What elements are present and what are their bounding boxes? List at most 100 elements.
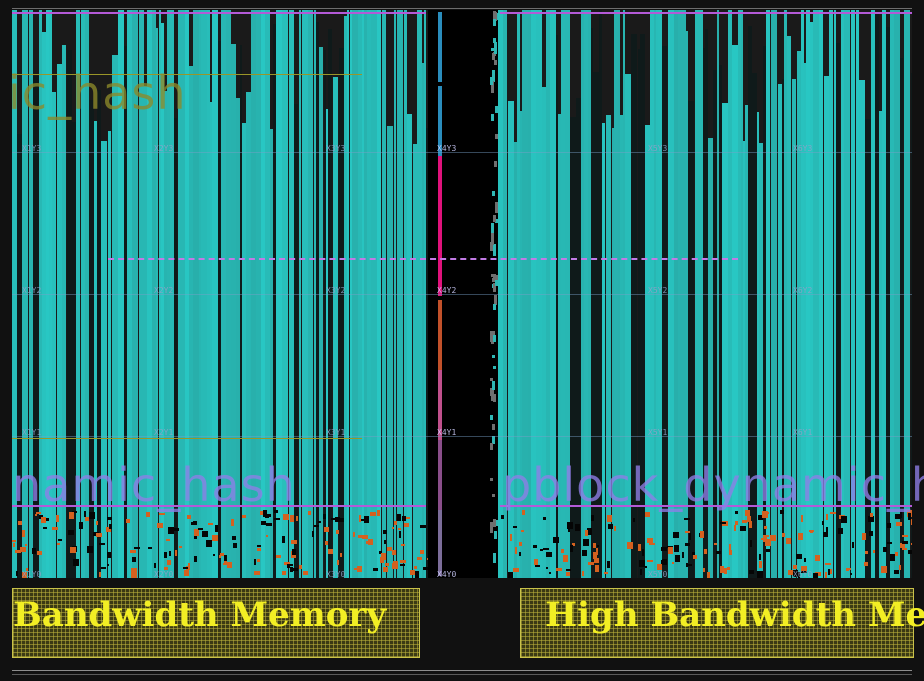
center-column-segment [438,510,442,576]
fabric-cell [735,521,738,525]
center-column-cell [490,242,493,251]
clock-region-label: X3Y1 [326,428,346,437]
fabric-cell [186,566,188,572]
fabric-column [588,10,591,578]
hbm-block-right[interactable]: High Bandwidth Me [520,588,924,658]
fabric-cell [107,564,109,566]
fabric-column [618,10,620,578]
fabric-column [127,10,132,578]
fabric-cell [380,557,384,563]
fabric-cell [194,536,197,539]
fabric-column [207,10,210,578]
fabric-cell [515,547,517,554]
fabric-column [12,10,17,578]
pblock-top-outline-right [500,12,912,14]
fabric-cell [282,536,285,543]
fabric-cell [35,514,37,516]
fabric-left-region[interactable] [12,10,428,578]
center-column-cell [495,520,498,526]
center-column-cell [493,52,496,56]
fabric-column [591,28,593,578]
fabric-cell [513,568,519,572]
fabric-cell [607,515,612,522]
fabric-cell [13,543,15,547]
fabric-cell [260,511,263,515]
fabric-column [139,10,144,578]
fabric-cell [759,561,762,568]
fabric-cell [32,548,36,554]
fabric-column [806,10,810,578]
fabric-cell [358,535,363,538]
fabric-column [498,10,503,578]
fabric-cell [692,552,695,555]
fabric-column [514,142,517,578]
fabric-column [62,45,66,578]
fabric-cell [132,557,136,562]
clock-region-label: X3Y2 [326,286,346,295]
fabric-column [316,21,319,578]
fabric-cell [823,532,828,537]
pblock-label-top-left: ic_hash [8,66,187,120]
fabric-cell [825,572,827,578]
fabric-cell [720,566,724,573]
fabric-cell [336,530,339,534]
fabric-cell [608,524,613,529]
center-column-cell [495,134,498,139]
fabric-column [294,103,298,578]
fabric-cell [575,524,580,531]
fabric-column [778,84,782,578]
fabric-cell [72,511,77,513]
fabric-cell [591,515,594,521]
fabric-cell [685,531,690,533]
fabric-cell [890,554,895,561]
fabric-center-column[interactable] [428,10,498,578]
fabric-cell [284,562,290,565]
fabric-cell [809,530,814,532]
center-column-cell [490,478,493,481]
fabric-cell [384,540,386,544]
fabric-column [326,108,328,578]
fabric-column [890,10,894,578]
fabric-column [85,10,89,578]
pblock-olive-outline-top [12,74,362,75]
fabric-cell [318,521,321,523]
fabric-cell [745,510,750,516]
fabric-cell [749,570,754,574]
pblock-bottom-outline-left [12,505,426,507]
fabric-cell [826,527,828,534]
fabric-cell [801,571,807,573]
fabric-column [620,114,623,578]
fabric-column [784,10,787,578]
fabric-column [810,22,813,578]
pblock-dashed-line [108,258,738,260]
center-column-cell [495,276,498,286]
fabric-cell [830,512,836,514]
center-column-cell [493,38,496,43]
fabric-column [299,10,301,578]
fabric-cell [899,565,901,570]
center-column-cell [493,519,496,527]
hbm-block-left[interactable]: Bandwidth Memory [12,588,420,658]
fabric-column [650,10,654,578]
fabric-cell [798,572,800,578]
fabric-column [570,116,576,578]
fabric-cell [394,521,397,525]
center-column-cell [492,53,495,60]
fabric-column [118,10,124,578]
fabric-column [875,13,879,578]
fabric-cell [896,522,902,526]
fabric-column [265,10,270,578]
fabric-cell [420,550,424,554]
fabric-right-region[interactable] [498,10,912,578]
fabric-cell [164,552,167,558]
fabric-cell [387,547,392,551]
fabric-cell [758,515,763,520]
fabric-cell [887,523,891,528]
fabric-cell [585,530,588,536]
fabric-column [797,50,801,578]
center-column-cell [492,278,495,282]
fabric-cell [383,567,388,572]
fabric-cell [328,549,333,554]
fabric-cell [52,527,58,530]
